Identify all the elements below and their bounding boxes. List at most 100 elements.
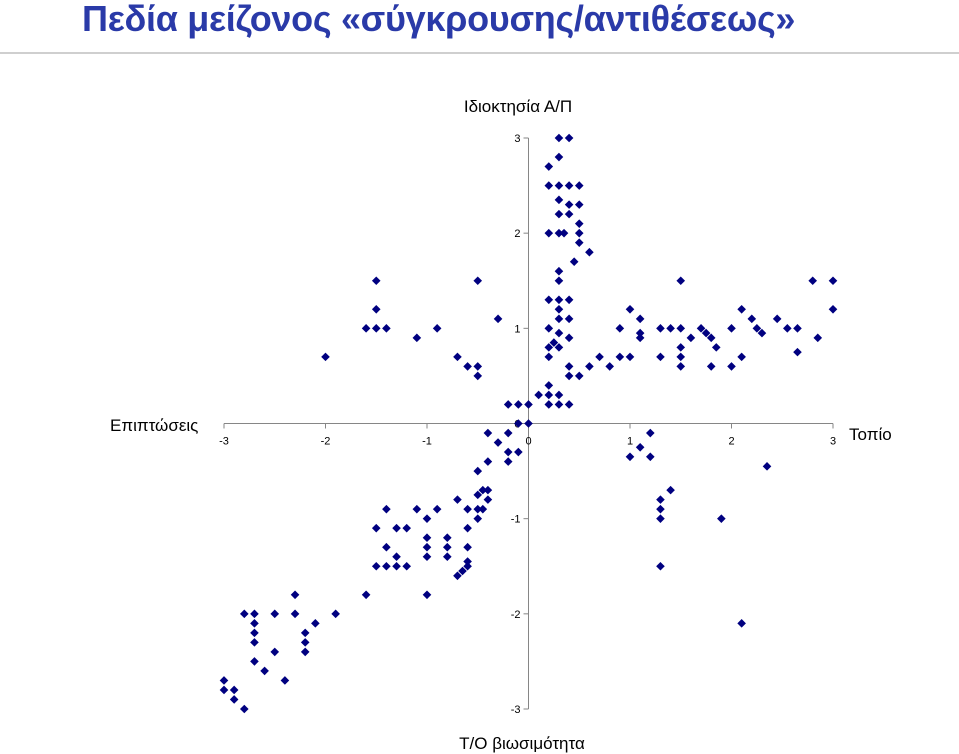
data-point xyxy=(453,495,462,504)
data-point xyxy=(483,485,493,495)
data-point xyxy=(544,352,554,362)
data-point xyxy=(422,533,432,542)
data-point xyxy=(514,400,523,409)
data-point xyxy=(701,328,711,338)
data-point xyxy=(656,561,665,571)
axis-label-right: Τοπίο xyxy=(849,425,892,444)
data-point xyxy=(453,571,462,581)
data-point xyxy=(483,428,493,438)
data-point xyxy=(483,457,493,466)
data-point xyxy=(371,561,381,571)
data-point xyxy=(443,552,452,562)
data-point xyxy=(544,295,554,305)
data-point xyxy=(752,324,762,333)
x-tick-label: -2 xyxy=(321,436,331,448)
data-point xyxy=(711,343,721,352)
data-point xyxy=(331,609,340,619)
data-point xyxy=(656,495,665,504)
data-point xyxy=(656,514,665,523)
data-point xyxy=(544,162,554,171)
data-point xyxy=(240,704,249,714)
data-point xyxy=(503,457,513,466)
data-point xyxy=(463,542,472,552)
data-point xyxy=(793,324,802,333)
data-point xyxy=(478,504,488,514)
data-point xyxy=(432,504,442,514)
data-point xyxy=(443,542,452,552)
data-point xyxy=(290,590,300,600)
data-point xyxy=(463,362,472,371)
data-point xyxy=(554,181,564,190)
data-point xyxy=(625,352,635,362)
data-point xyxy=(229,685,239,695)
data-point xyxy=(514,419,523,428)
data-point xyxy=(219,676,229,685)
data-point xyxy=(727,362,736,371)
data-point xyxy=(757,328,767,338)
data-point xyxy=(554,305,564,314)
data-point xyxy=(473,371,483,381)
data-point xyxy=(270,647,280,657)
data-point xyxy=(473,466,483,476)
data-point xyxy=(676,343,686,352)
x-tick-label: 0 xyxy=(525,436,531,448)
axis-label-top: Ιδιοκτησία Α/Π xyxy=(464,97,572,116)
data-point xyxy=(300,638,310,647)
data-point xyxy=(483,495,493,504)
data-point xyxy=(676,352,686,362)
y-tick-label: 3 xyxy=(514,133,520,145)
x-tick-label: 2 xyxy=(728,436,734,448)
data-point xyxy=(493,438,503,447)
data-point xyxy=(361,590,371,600)
data-point xyxy=(574,181,584,190)
data-point xyxy=(270,609,280,619)
data-point xyxy=(635,442,645,452)
data-point xyxy=(503,447,513,457)
data-point xyxy=(646,428,655,438)
data-point xyxy=(443,533,452,542)
data-point xyxy=(219,685,229,695)
data-point xyxy=(666,324,675,333)
data-point xyxy=(524,400,533,409)
data-point xyxy=(514,447,523,457)
x-tick-label: 1 xyxy=(627,436,633,448)
axis-label-bottom: Τ/Ο βιωσιμότητα xyxy=(459,734,585,753)
data-point xyxy=(554,133,564,143)
data-point xyxy=(412,504,422,514)
data-point xyxy=(473,362,483,371)
x-tick-label: -1 xyxy=(422,436,432,448)
data-point xyxy=(656,504,665,514)
data-point xyxy=(747,314,757,324)
data-point xyxy=(554,152,564,162)
data-point xyxy=(615,324,625,333)
data-point xyxy=(544,228,554,238)
data-point xyxy=(717,514,726,523)
data-point xyxy=(382,504,391,514)
data-point xyxy=(371,305,381,314)
data-point xyxy=(544,181,554,190)
data-point xyxy=(240,609,249,619)
x-tick-label: 3 xyxy=(830,436,836,448)
data-point xyxy=(554,295,564,305)
data-point xyxy=(544,390,554,400)
data-point xyxy=(250,638,259,647)
data-point xyxy=(646,452,655,462)
data-point xyxy=(463,523,472,533)
data-point xyxy=(828,305,838,314)
data-point xyxy=(473,514,483,523)
data-point xyxy=(727,324,736,333)
data-point xyxy=(585,247,594,257)
data-point xyxy=(534,390,543,400)
data-point xyxy=(656,324,665,333)
data-point xyxy=(422,552,432,562)
data-point xyxy=(625,452,635,462)
data-point xyxy=(574,219,584,228)
data-point xyxy=(478,485,488,495)
data-point xyxy=(676,362,686,371)
data-point xyxy=(280,676,290,685)
data-point xyxy=(371,324,381,333)
data-point xyxy=(564,209,574,219)
data-point xyxy=(554,266,564,276)
data-point xyxy=(250,657,259,666)
